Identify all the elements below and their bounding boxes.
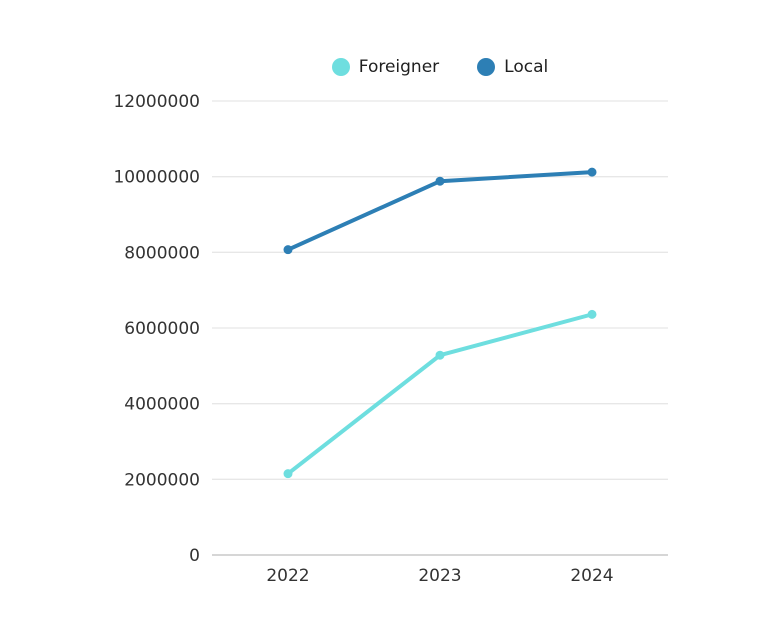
legend-item-local[interactable]: Local [477,58,548,76]
y-tick-label: 2000000 [124,470,200,490]
data-point-local[interactable] [283,245,293,255]
y-tick-label: 6000000 [124,319,200,339]
series-line-foreigner [286,312,594,476]
x-tick-label: 2023 [418,566,461,586]
y-tick-label: 10000000 [113,168,200,188]
legend-label-local: Local [504,56,549,77]
legend-swatch-local-icon [477,58,496,76]
legend-item-foreigner[interactable]: Foreigner [331,56,440,77]
x-tick-label: 2022 [266,566,309,586]
legend-label-foreigner: Foreigner [358,56,440,77]
chart-legend: Foreigner Local [212,54,668,80]
data-point-local[interactable] [587,167,597,177]
data-point-foreigner[interactable] [283,469,293,479]
data-point-local[interactable] [435,176,445,186]
x-tick-label: 2024 [570,566,613,586]
data-point-foreigner[interactable] [587,309,597,319]
data-point-foreigner[interactable] [435,350,445,360]
y-tick-label: 12000000 [113,92,200,112]
y-tick-label: 4000000 [124,395,200,415]
legend-swatch-foreigner-icon [331,58,350,76]
y-tick-label: 8000000 [124,243,200,263]
y-tick-label: 0 [189,546,200,566]
